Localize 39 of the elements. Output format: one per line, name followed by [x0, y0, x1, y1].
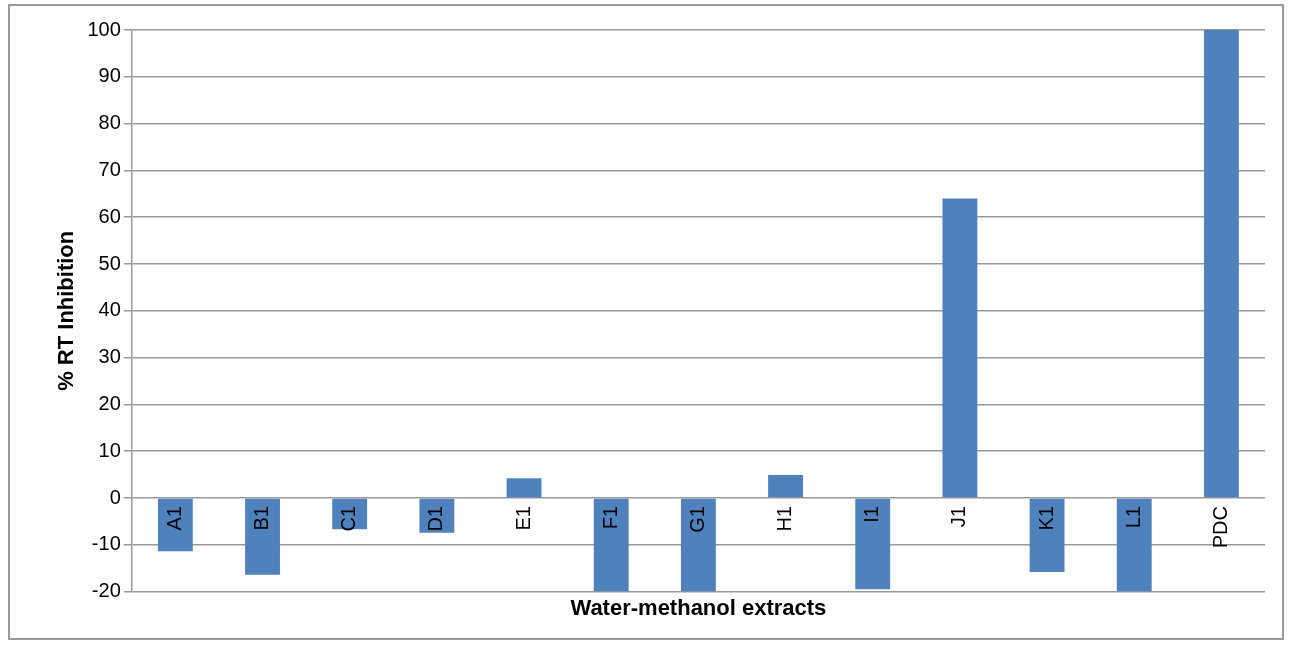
- bar: [942, 198, 978, 498]
- x-tick-label: A1: [162, 506, 185, 531]
- x-tick-label: I1: [860, 506, 883, 523]
- x-tick-label: B1: [250, 506, 273, 531]
- bar: [680, 498, 716, 592]
- bar: [855, 498, 891, 590]
- y-tick-label: 90: [98, 64, 121, 87]
- y-tick-label: 100: [87, 17, 121, 40]
- bar: [593, 498, 629, 592]
- x-tick-label: L1: [1121, 506, 1144, 529]
- y-tick-label: 40: [98, 298, 121, 321]
- y-tick-label: 70: [98, 157, 121, 180]
- x-tick-label: F1: [598, 506, 621, 530]
- x-tick-label: K1: [1034, 506, 1057, 531]
- y-tick-label: 0: [109, 485, 121, 508]
- y-tick-label: -20: [91, 579, 121, 602]
- bar: [1116, 498, 1152, 592]
- y-tick-label: -10: [91, 532, 121, 555]
- x-tick-label: C1: [337, 506, 360, 532]
- bar: [1029, 498, 1065, 572]
- bar: [157, 498, 193, 552]
- y-tick-label: 30: [98, 345, 121, 368]
- bar: [506, 478, 542, 498]
- x-tick-label: J1: [947, 506, 970, 528]
- y-tick-label: 80: [98, 111, 121, 134]
- x-tick-label: PDC: [1208, 506, 1231, 549]
- x-tick-label: E1: [511, 506, 534, 531]
- x-tick-label: H1: [773, 506, 796, 532]
- y-tick-label: 10: [98, 438, 121, 461]
- x-axis-title: Water-methanol extracts: [570, 594, 827, 620]
- y-tick-label: 50: [98, 251, 121, 274]
- y-axis-title: % RT Inhibition: [53, 230, 79, 391]
- y-tick-label: 20: [98, 391, 121, 414]
- bar: [1203, 30, 1239, 498]
- x-tick-label: G1: [685, 506, 708, 533]
- y-tick-label: 60: [98, 204, 121, 227]
- bar: [768, 475, 803, 498]
- bar: [245, 498, 280, 575]
- x-tick-label: D1: [424, 506, 447, 532]
